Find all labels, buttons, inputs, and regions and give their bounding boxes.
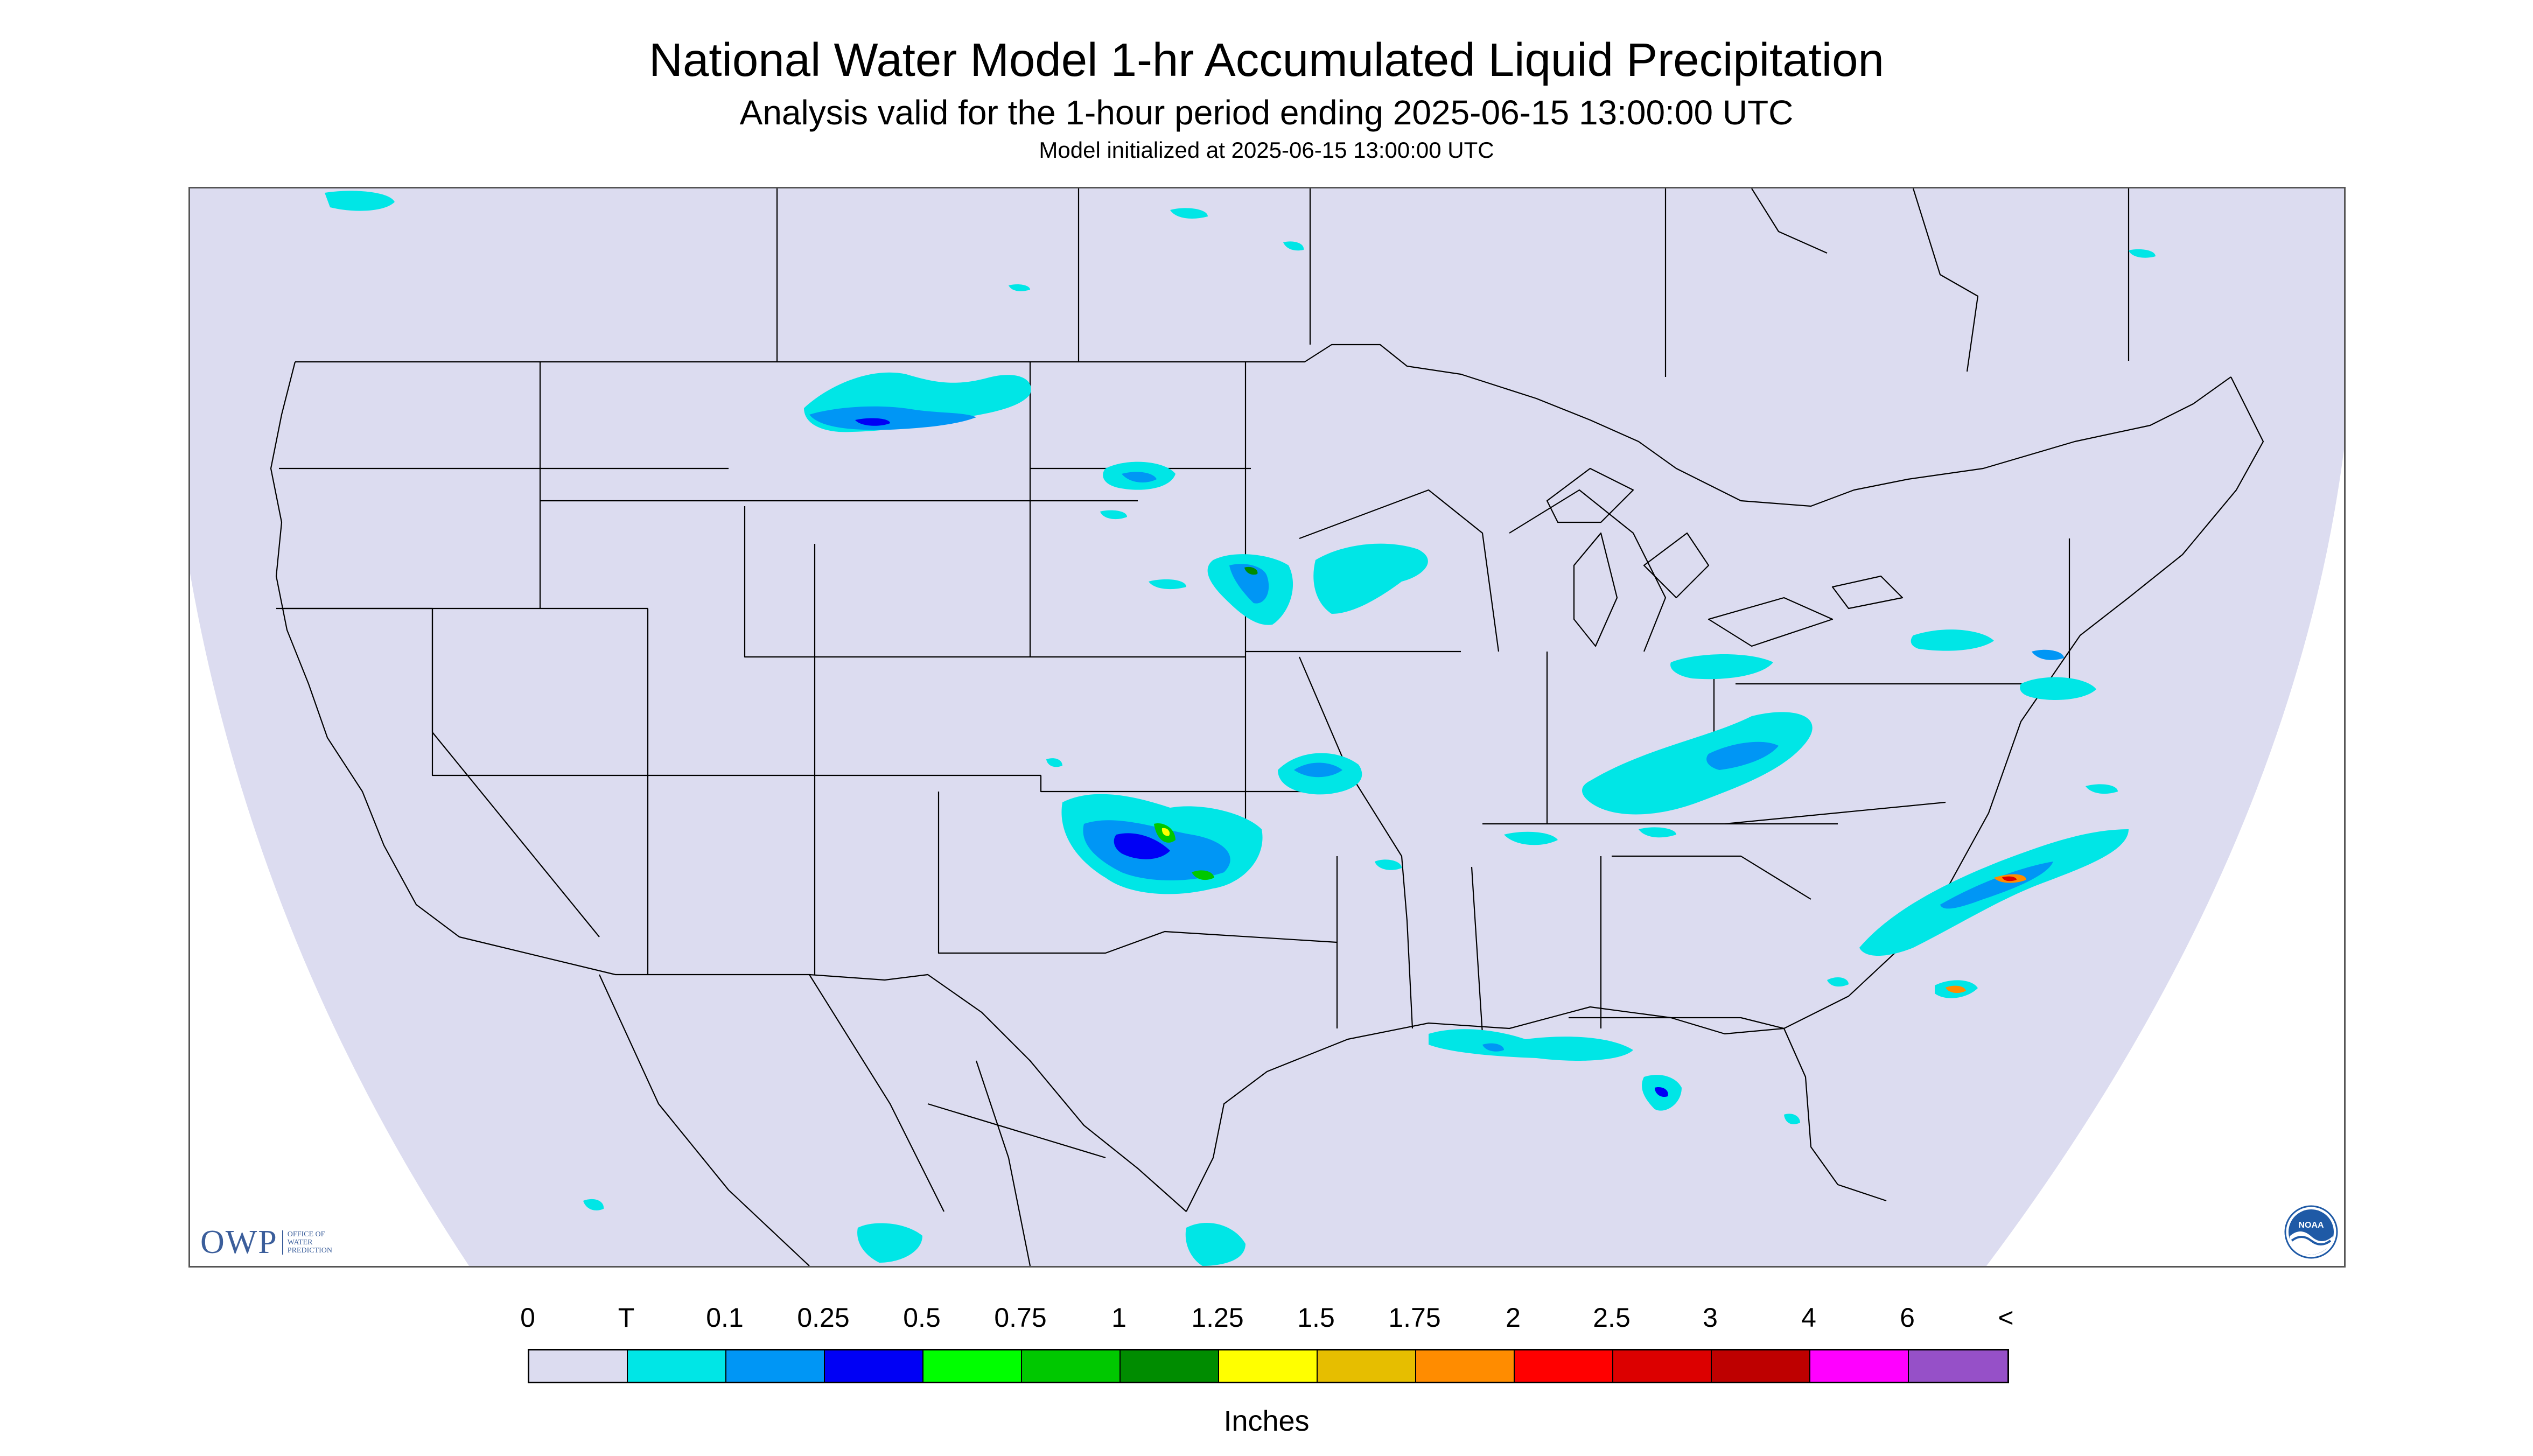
legend-label: 0.5 [903,1303,941,1333]
map-title: National Water Model 1-hr Accumulated Li… [649,34,1884,86]
map-subtitle: Analysis valid for the 1-hour period end… [739,93,1794,132]
legend-swatch [1810,1350,1909,1382]
mexico-state-lines [599,974,1106,1266]
boundary-lines [270,188,2264,1266]
precip-area-sc-coast [1827,977,1849,987]
legend-label: 2.5 [1593,1303,1631,1333]
noaa-logo: NOAA [2284,1205,2338,1259]
owp-logo-line: WATER [287,1238,313,1247]
precip-area-pa [1911,629,1994,651]
state-line-ne [744,506,1245,658]
precip-area-tn [1504,827,1676,845]
precip-area-sd-east-core [1229,564,1269,604]
gulf-coast [1186,1006,1785,1212]
owp-logo-line: OFFICE OF [287,1230,325,1238]
legend-label: 1.25 [1191,1303,1244,1333]
legend-label: 6 [1900,1303,1915,1333]
state-line-ks-ok [1040,775,1310,793]
precip-area-montana-max [855,418,890,426]
precip-area-gulf-coast-core [1482,1043,1504,1052]
precipitation-map [188,187,2346,1268]
precip-area-ohio-valley [1582,712,1813,815]
legend-label: 4 [1801,1303,1816,1333]
owp-logo-line: PREDICTION [287,1247,333,1255]
precip-area-sd-small [1100,510,1127,520]
legend-label: < [1998,1303,2014,1333]
legend-swatch [923,1350,1022,1382]
state-line-carolinas [1612,855,1811,900]
legend-swatch [1416,1350,1515,1382]
legend-label: 0.25 [797,1303,850,1333]
legend-swatch [1909,1350,2007,1382]
precip-area-ks-core [1294,762,1342,778]
state-line-ms-river [1298,656,1414,1029]
precip-area-nj [2020,677,2096,700]
noaa-logo-text: NOAA [2298,1221,2324,1230]
state-line-ga-fl [1569,1017,1785,1030]
legend-label: 0 [520,1303,535,1333]
legend-label: 0.1 [706,1303,744,1333]
model-domain [190,188,2344,1266]
map-svg [190,188,2344,1266]
owp-logo-text: OFFICE OF WATER PREDICTION [282,1230,332,1255]
precip-area-ok-blue [1114,833,1170,859]
legend-swatch [1219,1350,1318,1382]
legend-label: 1.5 [1297,1303,1335,1333]
precipitation-areas [325,191,2156,1266]
noaa-emblem-icon: NOAA [2284,1205,2338,1259]
legend-label: T [618,1303,635,1333]
model-init-line: Model initialized at 2025-06-15 13:00:00… [1039,137,1494,163]
legend-swatch [529,1350,628,1382]
legend-swatch [1318,1350,1416,1382]
state-line-mi [1509,489,1667,652]
us-west-coast [270,361,460,937]
legend-swatch [1121,1350,1219,1382]
legend-labels: 0 T 0.1 0.25 0.5 0.75 1 1.25 1.5 1.75 2 2.5 3 4 6 < [520,1302,2014,1340]
precip-area-florida-core [1655,1087,1668,1097]
state-line-va [1724,801,1946,825]
legend-swatch [726,1350,825,1382]
legend-swatch [1515,1350,1613,1382]
legend-swatch [1022,1350,1121,1382]
precip-area-ny-coast [2032,649,2064,660]
precip-area-sd-east-max [1244,566,1258,575]
precip-area-gulf-coast [1429,1029,1633,1061]
legend-label: 0.75 [994,1303,1047,1333]
legend-colorbar [528,1349,2009,1383]
precip-area-mn-wi [1313,543,1428,614]
precip-area-ok-max [1161,828,1170,836]
canada-province-line [776,188,1667,377]
precip-area-ne-strip [1149,579,1186,590]
great-lakes [1546,467,1904,647]
us-mexico-border [459,936,1187,1212]
precip-area-offshore-ga-core [1946,985,1966,993]
legend-swatch [1613,1350,1712,1382]
precip-area-florida [1642,1075,1800,1124]
state-line-ok-tx [937,792,1338,954]
precip-area-ok-green [1154,823,1214,880]
legend-swatch [1712,1350,1810,1382]
us-east-coast [1783,376,2264,1202]
precip-area-offshore-nc-core [1940,862,2053,909]
precip-area-montana-core [809,406,976,430]
legend-units: Inches [1223,1405,1310,1437]
legend-label: 2 [1506,1303,1521,1333]
precip-area-sd-west-core [1122,472,1157,482]
legend-swatch [628,1350,726,1382]
owp-logo: OWP OFFICE OF WATER PREDICTION [200,1223,332,1262]
canada-us-border [295,344,2231,507]
owp-logo-mark: OWP [200,1224,278,1261]
precip-area-ohio-valley-core [1706,741,1779,770]
legend-swatch [825,1350,923,1382]
state-line-wi [1299,489,1500,652]
canada-coast-east [1751,188,2130,372]
precip-area-offshore-nc-max [2002,876,2017,881]
precip-area-ohio-north [1670,654,1773,680]
precip-area-mexico [583,1199,1245,1266]
state-line-ms-al [1471,866,1484,1034]
precip-area-offshore-nc-east [2086,784,2118,794]
legend-label: 1.75 [1388,1303,1441,1333]
legend-label: 3 [1703,1303,1718,1333]
legend-label: 1 [1111,1303,1126,1333]
